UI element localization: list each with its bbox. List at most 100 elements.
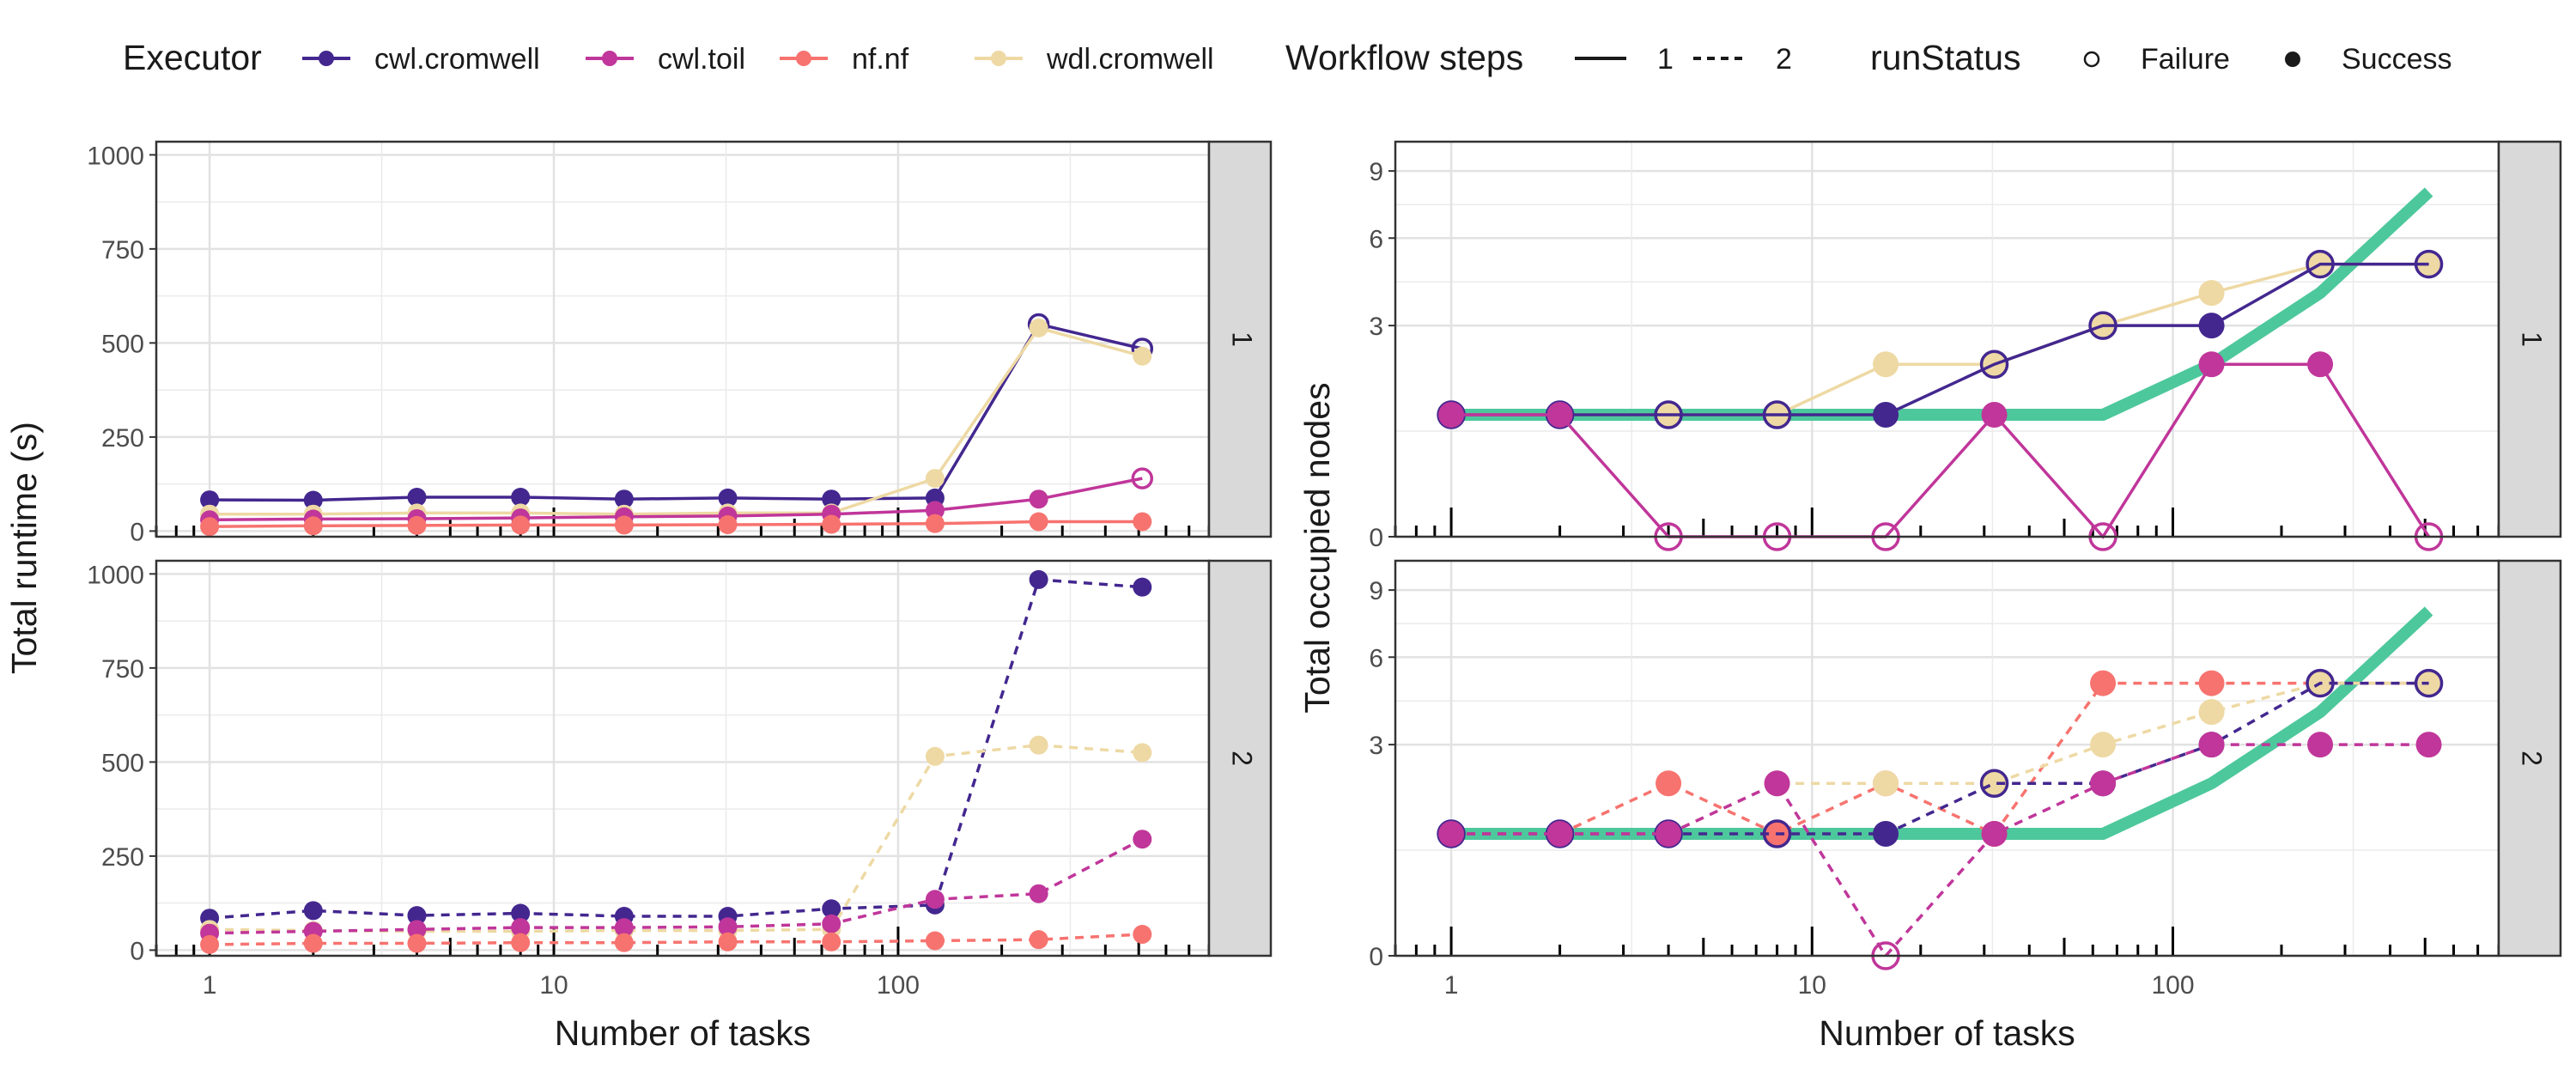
data-point-success — [718, 488, 738, 508]
data-point-success — [1546, 821, 1573, 848]
data-point-success — [511, 515, 531, 535]
data-point-success — [2198, 699, 2225, 726]
y-tick-label: 6 — [1369, 644, 1383, 672]
data-point-success — [303, 933, 323, 953]
legend-title-workflow-steps: Workflow steps — [1285, 38, 1523, 77]
y-tick-label: 0 — [130, 937, 144, 965]
data-point-success — [614, 489, 634, 509]
legend-dot-cwl.toil — [602, 51, 617, 66]
data-point-success — [718, 917, 738, 937]
y-tick-label: 500 — [101, 749, 144, 777]
y-tick-label: 0 — [1369, 524, 1383, 552]
panel-nodes-1: 0 3 6 9 1 — [1369, 140, 2562, 552]
facet-strip-label: 1 — [2517, 331, 2548, 347]
data-point-success — [2198, 313, 2225, 339]
facet-strip — [2497, 140, 2562, 538]
data-point-success — [1133, 346, 1152, 366]
x-axis-title: Number of tasks — [555, 1013, 811, 1053]
data-point-success — [1029, 512, 1048, 532]
legend-marker-success — [2285, 52, 2300, 67]
data-point-success — [2090, 770, 2117, 797]
panel-background — [156, 142, 1209, 537]
data-point-success — [407, 933, 427, 953]
panel-background — [1395, 561, 2499, 956]
legend-dot-nf.nf — [796, 51, 811, 66]
series-line — [1451, 743, 2429, 958]
data-point-success — [1438, 821, 1465, 848]
data-point-success — [1029, 318, 1048, 337]
data-point-success — [925, 746, 945, 766]
data-point-success — [1029, 735, 1048, 755]
x-tick-label: 10 — [1798, 971, 1826, 1000]
panel-runtime-1: 0 250 500 750 1000 1 — [87, 140, 1273, 546]
x-tick-label: 10 — [539, 971, 568, 1000]
x-tick-label: 1 — [1444, 971, 1459, 1000]
y-tick-label: 750 — [101, 655, 144, 684]
y-tick-label: 9 — [1369, 158, 1383, 186]
data-point-failure — [2414, 668, 2444, 698]
panel-background — [1395, 142, 2499, 537]
data-point-success — [614, 515, 634, 535]
data-point-success — [2415, 732, 2442, 758]
x-tick-label: 1 — [203, 971, 217, 1000]
y-tick-label: 6 — [1369, 225, 1383, 253]
data-point-success — [822, 914, 841, 933]
data-point-success — [407, 920, 427, 939]
data-point-success — [511, 933, 531, 952]
y-tick-label: 750 — [101, 236, 144, 264]
data-point-success — [303, 901, 323, 921]
series-nf.nf-steps-1 — [200, 512, 1152, 537]
y-tick-label: 1000 — [87, 561, 144, 589]
data-point-success — [200, 934, 220, 954]
data-point-success — [1981, 770, 2008, 797]
data-point-success — [2198, 351, 2225, 378]
data-point-success — [2198, 280, 2225, 307]
data-point-success — [2198, 732, 2225, 758]
x-axis-title: Number of tasks — [1819, 1013, 2075, 1053]
y-tick-label: 250 — [101, 843, 144, 872]
legend-label-nf.nf: nf.nf — [852, 43, 909, 76]
data-point-failure — [2414, 249, 2444, 279]
y-tick-label: 0 — [1369, 943, 1383, 971]
data-point-success — [511, 903, 531, 923]
data-point-success — [1873, 351, 1899, 378]
data-point-success — [1133, 512, 1152, 532]
data-point-success — [1656, 821, 1682, 848]
y-tick-label: 0 — [130, 518, 144, 546]
data-point-success — [303, 516, 323, 536]
legend-label-wdl.cromwell: wdl.cromwell — [1046, 43, 1214, 76]
data-point-failure — [1131, 467, 1154, 489]
series-line — [1451, 262, 2429, 416]
legend: Executor Workflow steps runStatus cwl.cr… — [123, 38, 2452, 77]
data-point-success — [2090, 670, 2117, 696]
data-point-success — [2090, 732, 2117, 758]
data-point-failure — [1762, 819, 1792, 848]
x-tick-label: 100 — [877, 971, 920, 1000]
data-point-success — [407, 488, 427, 507]
legend-title-executor: Executor — [123, 38, 262, 77]
legend-label-steps-2: 2 — [1776, 43, 1792, 76]
data-point-success — [925, 890, 945, 909]
data-point-success — [614, 918, 634, 938]
series-cwl.toil-steps-2 — [1438, 732, 2442, 970]
series-nf.nf-steps-2 — [200, 925, 1152, 954]
facet-strip-label: 1 — [1227, 331, 1258, 347]
data-point-success — [1873, 770, 1899, 797]
series-line — [1451, 362, 2431, 539]
y-tick-label: 9 — [1369, 577, 1383, 605]
legend-dot-cwl.cromwell — [319, 51, 334, 66]
y-tick-label: 1000 — [87, 142, 144, 170]
data-point-failure — [1762, 400, 1792, 429]
data-point-success — [1546, 402, 1573, 429]
data-point-success — [718, 932, 738, 951]
facet-strip-label: 2 — [2517, 751, 2548, 766]
data-point-success — [1133, 577, 1152, 597]
series-line — [1451, 681, 2429, 836]
facet-strip — [1207, 559, 1273, 957]
data-point-success — [925, 469, 945, 489]
series-line — [210, 520, 1143, 528]
data-point-failure — [2088, 311, 2117, 340]
